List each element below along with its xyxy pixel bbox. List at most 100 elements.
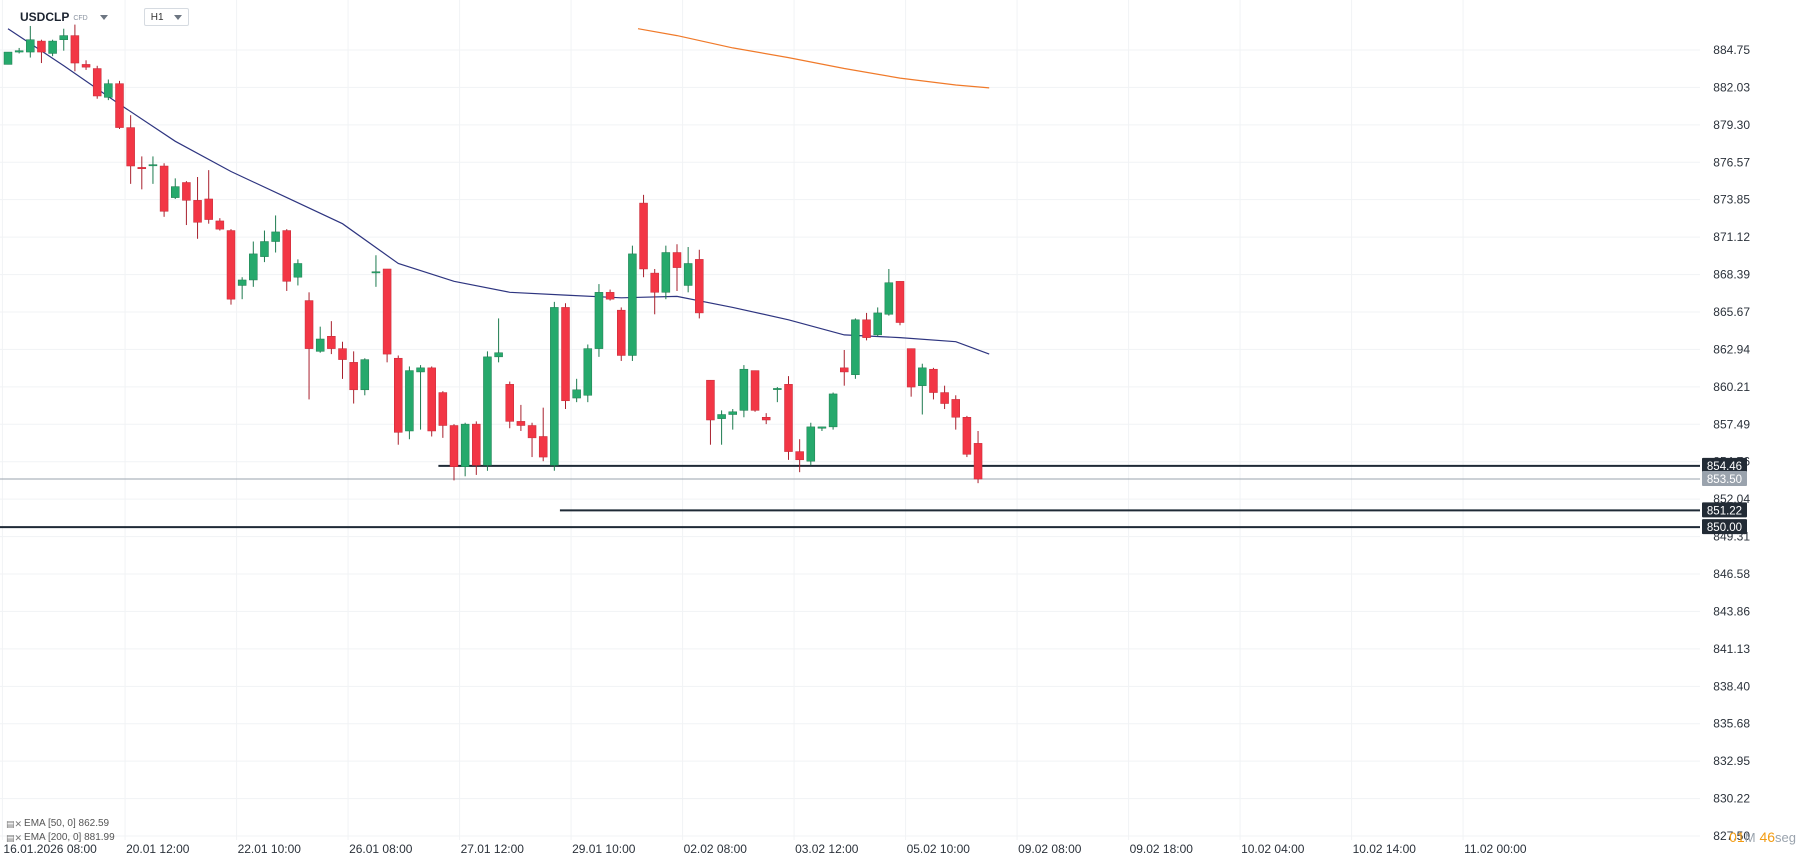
candle-body: [672, 252, 682, 268]
ema-lines: [7, 28, 990, 355]
chevron-down-icon: [173, 15, 182, 20]
candle: [840, 349, 849, 386]
candle: [249, 241, 258, 287]
indicator-ema50[interactable]: ▤✕ EMA [50, 0] 862.59: [6, 817, 115, 831]
candle-body: [104, 83, 113, 98]
candle: [315, 326, 325, 353]
candle-body: [683, 263, 693, 286]
x-tick-label: 29.01 10:00: [572, 842, 636, 856]
x-tick-label: 27.01 12:00: [461, 842, 525, 856]
level-label: 851.22: [1707, 505, 1742, 517]
candle-body: [171, 186, 180, 198]
level-label: 854.46: [1707, 461, 1742, 473]
indicator-legend: ▤✕ EMA [50, 0] 862.59 ▤✕ EMA [200, 0] 88…: [6, 817, 115, 845]
candle: [126, 115, 135, 184]
candle-body: [304, 300, 314, 349]
candle: [449, 424, 459, 481]
ema200-line: [637, 28, 990, 89]
candle-body: [416, 367, 425, 373]
candle: [394, 355, 403, 445]
grid: [0, 0, 1700, 840]
candle: [427, 366, 436, 437]
candle: [527, 422, 537, 458]
candle-body: [527, 425, 537, 439]
candle-body: [918, 367, 927, 386]
candle-body: [617, 309, 626, 356]
x-tick-label: 10.02 04:00: [1241, 842, 1305, 856]
candle-body: [137, 167, 147, 170]
candle: [862, 312, 871, 341]
y-tick-label: 830.22: [1713, 792, 1750, 806]
candle: [672, 244, 682, 291]
candle-body: [271, 231, 280, 242]
candle: [795, 439, 804, 473]
candle: [92, 65, 102, 99]
candle: [193, 176, 202, 239]
candle: [104, 79, 113, 101]
candle: [438, 391, 448, 438]
symbol-name[interactable]: USDCLP: [20, 10, 70, 24]
candle: [215, 218, 225, 231]
candle: [505, 381, 514, 429]
candle-body: [249, 253, 258, 281]
y-tick-label: 868.39: [1713, 268, 1750, 282]
candle-body: [516, 421, 526, 426]
candle: [48, 39, 57, 57]
candle: [338, 341, 347, 379]
level-label: 850.00: [1707, 522, 1742, 534]
candle: [137, 156, 147, 190]
candle-body: [182, 182, 191, 201]
y-tick-label: 827.50: [1713, 829, 1750, 843]
candle: [706, 379, 715, 445]
y-tick-label: 846.58: [1713, 567, 1750, 581]
candle-body: [92, 68, 102, 97]
candle: [204, 170, 213, 224]
candle: [371, 255, 381, 287]
candle: [226, 229, 236, 305]
candle: [962, 415, 972, 458]
candle-body: [382, 268, 392, 355]
y-tick-label: 879.30: [1713, 118, 1750, 132]
candle: [639, 194, 648, 278]
candle: [550, 301, 559, 471]
candle-body: [37, 40, 46, 53]
candle: [605, 289, 615, 301]
candle-body: [572, 389, 581, 399]
candle: [973, 430, 983, 484]
candle-body: [48, 40, 57, 54]
x-tick-label: 11.02 00:00: [1464, 842, 1527, 856]
x-tick-label: 10.02 14:00: [1353, 842, 1417, 856]
candle: [304, 292, 314, 400]
x-tick-label: 09.02 18:00: [1130, 842, 1194, 856]
candle-body: [237, 279, 247, 286]
y-axis[interactable]: 884.75 882.03 879.30 876.57 873.85 871.12 868.…: [1713, 43, 1750, 843]
indicator-ema200[interactable]: ▤✕ EMA [200, 0] 881.99: [6, 831, 115, 845]
chart-toolbar: USDCLP CFD H1: [8, 8, 189, 26]
candle-body: [315, 338, 325, 352]
timeframe-select[interactable]: H1: [143, 8, 189, 26]
candle-body: [739, 368, 749, 411]
indicator-label: EMA [50, 0] 862.59: [24, 818, 110, 829]
candle: [159, 163, 169, 217]
y-tick-label: 835.68: [1713, 717, 1750, 731]
timer-minutes: 01: [1729, 829, 1745, 845]
symbol-type: CFD: [73, 15, 88, 22]
timer-minutes-unit: M: [1744, 830, 1756, 845]
candle: [405, 366, 414, 440]
indicator-settings-icon[interactable]: ▤✕: [6, 833, 23, 843]
x-axis[interactable]: 16.01.2026 08:00 20.01 12:00 22.01 10:00 26…: [3, 842, 1526, 856]
level-label: 853.50: [1707, 474, 1742, 486]
symbol-dropdown-icon[interactable]: [99, 15, 108, 20]
candle: [70, 24, 80, 72]
candle-body: [427, 367, 436, 432]
candle-body: [605, 292, 615, 300]
candle-body: [639, 202, 648, 270]
indicator-settings-icon[interactable]: ▤✕: [6, 819, 23, 829]
level-label-bg: [1702, 519, 1747, 535]
candle-body: [661, 252, 671, 293]
candle-body: [906, 348, 916, 388]
candle-body: [884, 282, 894, 315]
y-tick-label: 876.57: [1713, 155, 1750, 169]
